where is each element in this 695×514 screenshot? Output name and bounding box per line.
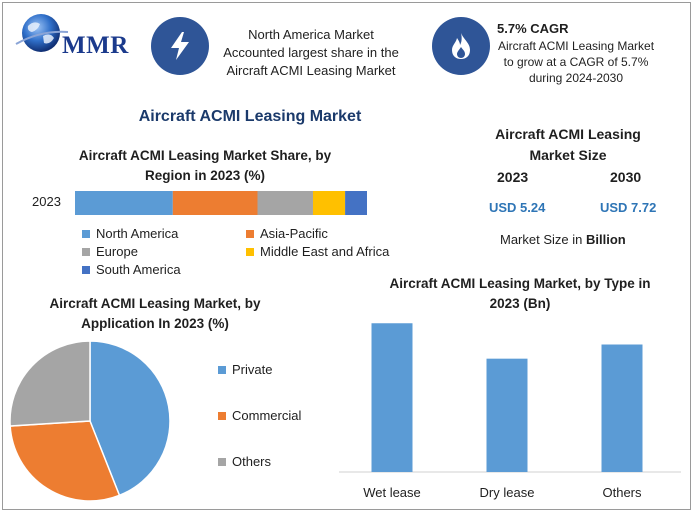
region-bar-segment-asia-pacific: [172, 191, 258, 215]
flame-icon: [432, 17, 490, 75]
pie-legend-others: Others: [218, 454, 271, 469]
legend-swatch: [246, 247, 254, 256]
application-chart-title: Aircraft ACMI Leasing Market, by Applica…: [49, 296, 261, 331]
legend-label: Middle East and Africa: [260, 244, 390, 259]
region-legend-north-america: North America: [82, 226, 178, 241]
pie-slice-commercial: [9, 420, 121, 502]
region-bar-segment-north-america: [75, 191, 173, 215]
cagr-text: Aircraft ACMI Leasing Market to grow at …: [497, 39, 655, 85]
page-title: Aircraft ACMI Leasing Market: [138, 108, 362, 125]
legend-swatch: [218, 457, 226, 466]
type-bar-dry-lease: [486, 358, 528, 472]
legend-label: Commercial: [232, 408, 302, 423]
application-pie-chart: [9, 340, 171, 502]
pie-slice-others: [9, 340, 91, 427]
legend-swatch: [218, 411, 226, 420]
legend-swatch: [82, 247, 90, 256]
pie-legend-commercial: Commercial: [218, 408, 301, 423]
type-bar-wet-lease: [371, 323, 413, 472]
legend-swatch: [82, 229, 90, 238]
region-category-label: 2023: [32, 194, 61, 209]
type-chart-title: Aircraft ACMI Leasing Market, by Type in…: [389, 276, 651, 311]
legend-label: Europe: [96, 244, 138, 259]
region-stacked-bar-chart: 2023: [32, 191, 367, 215]
region-chart-title: Aircraft ACMI Leasing Market Share, by R…: [78, 148, 332, 183]
infographic-frame: [2, 2, 691, 510]
legend-swatch: [246, 229, 254, 238]
region-legend-south-america: South America: [82, 262, 181, 277]
globe-logo-icon: [15, 14, 69, 52]
legend-swatch: [82, 265, 90, 274]
type-tick-label-wet-lease: Wet lease: [363, 485, 421, 500]
legend-label: Private: [232, 362, 273, 377]
legend-label: Asia-Pacific: [260, 226, 328, 241]
brand-logo-text: MMR: [62, 32, 129, 59]
lightning-icon: [151, 17, 209, 75]
type-bar-others: [601, 344, 643, 472]
unit-prefix: Market Size in: [500, 232, 586, 247]
highlight-north-america: North America Market Accounted largest s…: [223, 27, 399, 78]
market-size-year-2030: 2030: [610, 169, 642, 185]
market-size-year-2023: 2023: [497, 169, 529, 185]
legend-label: South America: [96, 262, 181, 277]
market-size-unit-note: Market Size in Billion: [500, 232, 626, 247]
type-bar-chart: Wet lease Dry lease Others: [339, 323, 681, 500]
region-legend-middle-east-and-africa: Middle East and Africa: [246, 244, 389, 259]
market-size-value-2030: USD 7.72: [600, 200, 657, 215]
pie-legend-private: Private: [218, 362, 272, 377]
legend-label: North America: [96, 226, 179, 241]
region-bar-segment-south-america: [345, 191, 367, 215]
cagr-heading: 5.7% CAGR: [497, 21, 569, 36]
pie-slice-private: [89, 340, 171, 497]
type-tick-label-others: Others: [602, 485, 642, 500]
type-tick-label-dry-lease: Dry lease: [480, 485, 535, 500]
legend-swatch: [218, 365, 226, 374]
region-bar-segment-middle-east-and-africa: [312, 191, 346, 215]
region-legend-europe: Europe: [82, 244, 138, 259]
market-size-value-2023: USD 5.24: [489, 200, 546, 215]
legend-label: Others: [232, 454, 272, 469]
region-legend-asia-pacific: Asia-Pacific: [246, 226, 328, 241]
region-bar-segment-europe: [257, 191, 313, 215]
unit-value: Billion: [585, 232, 626, 247]
market-size-title: Aircraft ACMI Leasing Market Size: [495, 126, 641, 163]
